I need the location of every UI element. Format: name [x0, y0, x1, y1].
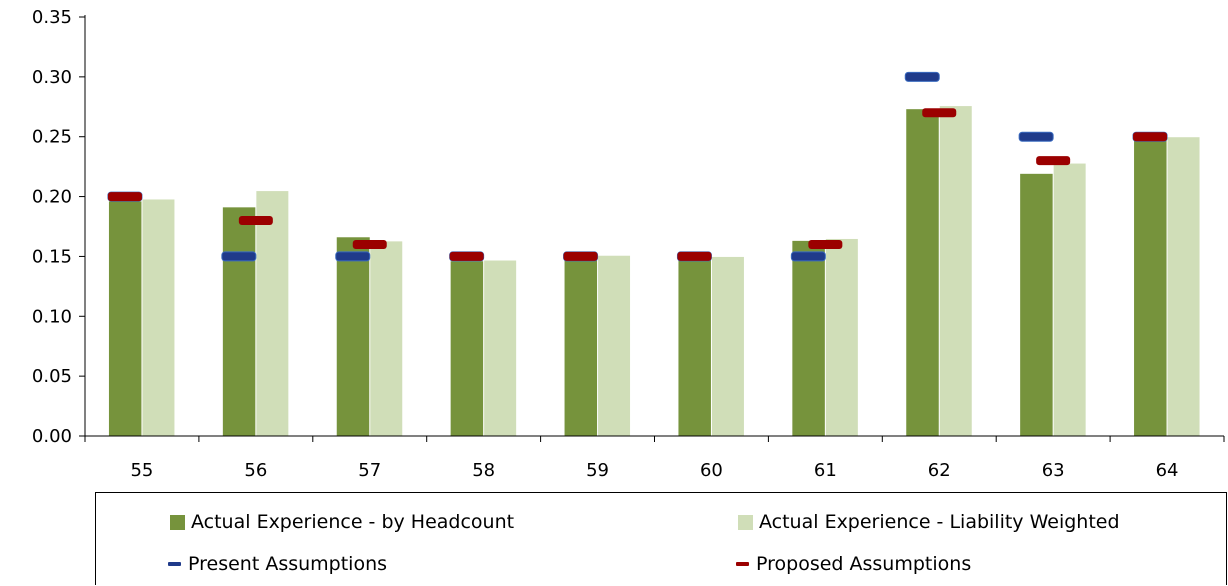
legend-swatch-liability	[738, 514, 753, 530]
legend-label-liability: Actual Experience - Liability Weighted	[759, 511, 1120, 533]
x-tick-label-58: 58	[472, 460, 495, 481]
marker-proposed-59	[563, 251, 598, 261]
bar-liability-57	[369, 240, 404, 437]
x-tick-label-61: 61	[814, 460, 837, 481]
bar-liability-63	[1052, 162, 1087, 437]
marker-proposed-57	[352, 239, 387, 249]
bar-liability-58	[483, 259, 518, 437]
marker-proposed-63	[1036, 156, 1071, 166]
marker-proposed-58	[449, 251, 484, 261]
bar-headcount-56	[222, 207, 256, 436]
y-tick-label-0.35: 0.35	[32, 7, 72, 28]
marker-present-56	[221, 251, 257, 262]
marker-present-62	[904, 71, 940, 82]
y-tick-label-0.05: 0.05	[32, 366, 72, 387]
y-tick-label-0.15: 0.15	[32, 246, 72, 267]
marker-present-63	[1018, 131, 1054, 142]
y-tick-label-0.10: 0.10	[32, 306, 72, 327]
bar-headcount-59	[564, 260, 598, 436]
bar-headcount-63	[1020, 173, 1054, 436]
y-tick-label-0.20: 0.20	[32, 187, 72, 208]
bar-liability-60	[710, 255, 745, 437]
legend-item-headcount: Actual Experience - by Headcount	[170, 511, 514, 533]
legend: Actual Experience - by Headcount Actual …	[95, 492, 1227, 585]
x-tick-label-56: 56	[244, 460, 267, 481]
y-tick-label-0.30: 0.30	[32, 67, 72, 88]
legend-item-proposed: Proposed Assumptions	[736, 553, 971, 575]
axes-layer: 0.00 0.05 0.10 0.15 0.20 0.25 0.30 0.35 55 56 57 58…	[32, 7, 1225, 481]
bar-liability-56	[255, 190, 290, 437]
marker-proposed-60	[677, 251, 712, 261]
bar-liability-61	[824, 237, 859, 437]
x-tick-label-63: 63	[1042, 460, 1065, 481]
legend-item-liability: Actual Experience - Liability Weighted	[738, 511, 1120, 533]
y-tick-label-0.25: 0.25	[32, 127, 72, 148]
x-tick-label-60: 60	[700, 460, 723, 481]
markers-layer	[107, 71, 1168, 262]
legend-label-present: Present Assumptions	[188, 553, 388, 575]
bar-liability-64	[1166, 136, 1201, 437]
marker-present-57	[335, 251, 371, 262]
marker-present-61	[790, 251, 826, 262]
marker-proposed-56	[238, 216, 273, 226]
marker-proposed-55	[107, 192, 142, 202]
legend-item-present: Present Assumptions	[168, 553, 387, 575]
x-tick-label-57: 57	[358, 460, 381, 481]
marker-proposed-64	[1133, 132, 1168, 142]
legend-line-proposed	[736, 562, 749, 566]
bar-liability-59	[597, 254, 632, 437]
bar-headcount-60	[678, 254, 712, 436]
bars-layer	[108, 105, 1201, 437]
legend-label-proposed: Proposed Assumptions	[756, 553, 972, 575]
x-tick-label-55: 55	[130, 460, 153, 481]
bar-headcount-57	[336, 237, 370, 436]
bar-headcount-58	[450, 261, 484, 436]
marker-proposed-62	[922, 108, 957, 118]
y-tick-label-0.00: 0.00	[32, 426, 72, 447]
bar-headcount-62	[906, 109, 940, 437]
legend-label-headcount: Actual Experience - by Headcount	[191, 511, 515, 533]
marker-proposed-61	[808, 239, 843, 249]
x-tick-label-62: 62	[928, 460, 951, 481]
bar-liability-55	[141, 198, 176, 437]
chart-canvas: 0.00 0.05 0.10 0.15 0.20 0.25 0.30 0.35 55 56 57 58…	[32, 7, 1225, 481]
bar-liability-62	[938, 105, 973, 437]
x-tick-label-64: 64	[1156, 460, 1179, 481]
legend-line-present	[168, 562, 181, 566]
bar-headcount-55	[108, 201, 142, 436]
x-tick-label-59: 59	[586, 460, 609, 481]
bar-headcount-61	[792, 240, 826, 436]
legend-swatch-headcount	[170, 514, 185, 530]
bar-headcount-64	[1134, 139, 1168, 436]
